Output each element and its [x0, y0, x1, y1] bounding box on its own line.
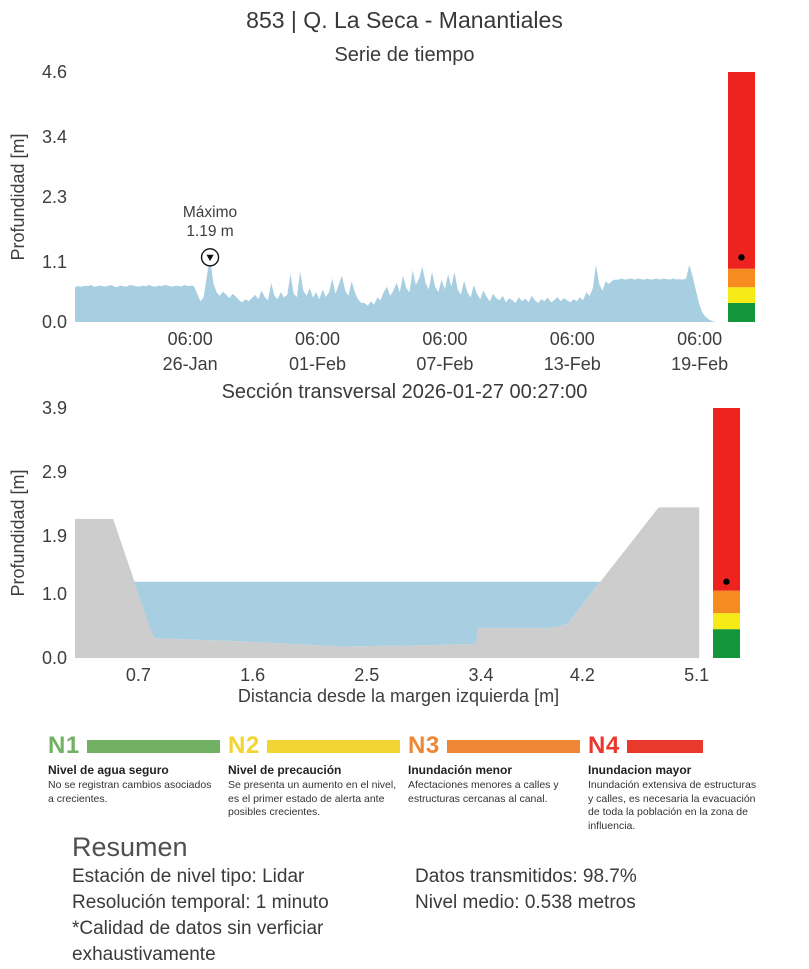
legend-item-n2: N2 Nivel de precaución Se presenta un aume… [228, 733, 400, 834]
time-series-title: Serie de tiempo [334, 44, 475, 66]
ts-xtick-label: 06:00 07-Feb [395, 327, 495, 377]
legend-item-n4: N4 Inundacion mayor Inundación extensiva d… [588, 733, 760, 834]
page-title: 853 | Q. La Seca - Manantiales [246, 7, 563, 33]
green-level-segment [728, 302, 755, 322]
cross-section-plot [75, 507, 700, 658]
ts-ytick-label: 2.3 [41, 187, 67, 207]
legend-color-bar [86, 739, 220, 753]
time-series-alert-bar [728, 72, 755, 322]
max-annotation: Máximo 1.19 m [183, 203, 237, 241]
legend-color-bar [266, 739, 400, 753]
legend-code: N4 [588, 732, 620, 759]
legend-title: Inundación menor [408, 763, 513, 777]
ts-xtick-label: 06:00 19-Feb [650, 327, 750, 377]
legend-code: N2 [228, 732, 260, 759]
legend-desc: Se presenta un aumento en el nivel, es e… [228, 779, 397, 819]
cs-ytick-label: 1.9 [41, 526, 67, 547]
ts-xtick-label: 06:00 01-Feb [268, 327, 368, 377]
cs-xtick-label: 2.5 [354, 665, 380, 685]
legend-color-bar [446, 739, 580, 753]
legend-code: N1 [48, 732, 80, 759]
time-series-area [75, 257, 715, 322]
summary-line: *Calidad de datos sin verficiar exhausti… [72, 918, 324, 965]
cs-ytick-label: 0.0 [41, 648, 67, 668]
yellow-level-segment [728, 287, 755, 303]
ts-xtick-date: 19-Feb [671, 354, 729, 374]
summary-heading: Resumen [72, 832, 188, 862]
ts-xtick-date: 01-Feb [289, 354, 347, 374]
summary-left-column: Estación de nivel tipo: Lidar Resolución … [72, 864, 382, 968]
cs-xtick-label: 0.7 [125, 665, 151, 685]
ts-xtick-label: 06:00 13-Feb [522, 327, 622, 377]
cross-section-terrain [75, 507, 700, 658]
red-level-segment [713, 408, 740, 591]
legend-head: N2 [228, 733, 400, 759]
max-annotation-value: 1.19 m [186, 223, 234, 240]
legend-title: Nivel de precaución [228, 763, 342, 777]
legend-title: Inundacion mayor [588, 763, 692, 777]
legend-desc: Inundación extensiva de estructuras y ca… [588, 779, 757, 832]
max-marker-triangle-icon [206, 254, 214, 262]
legend-head: N4 [588, 733, 760, 759]
ts-xtick-time: 06:00 [549, 329, 595, 349]
ts-ytick-label: 3.4 [41, 127, 67, 148]
ts-xtick-time: 06:00 [167, 329, 213, 349]
legend-color-bar [626, 739, 703, 753]
ts-xtick-date: 07-Feb [416, 354, 474, 374]
cross-section-water [134, 581, 601, 647]
legend-desc: Afectaciones menores a calles y estructu… [408, 779, 559, 805]
red-level-segment [728, 72, 755, 269]
cs-ytick-label: 1.0 [41, 583, 67, 604]
summary-line: Resolución temporal: 1 minuto [72, 892, 329, 913]
legend-item-n3: N3 Inundación menor Afectaciones menores a… [408, 733, 580, 834]
ts-xtick-time: 06:00 [295, 329, 341, 349]
ts-xtick-date: 13-Feb [543, 354, 601, 374]
cs-xtick-label: 1.6 [240, 665, 266, 685]
legend-desc: No se registran cambios asociados a crec… [48, 779, 212, 805]
current-level-dot [723, 578, 730, 585]
current-level-dot [738, 254, 745, 261]
orange-level-segment [728, 268, 755, 288]
alert-legend: N1 Nivel de agua seguro No se registran ca… [48, 733, 768, 834]
yellow-level-segment [713, 613, 740, 630]
time-series-plot [75, 248, 715, 322]
ts-xtick-date: 26-Jan [162, 354, 218, 374]
cs-ytick-label: 2.9 [41, 462, 67, 483]
legend-head: N1 [48, 733, 220, 759]
ts-ytick-label: 1.1 [41, 252, 67, 273]
ts-xtick-time: 06:00 [422, 329, 468, 349]
ts-ytick-label: 0.0 [41, 312, 67, 332]
ts-ytick-label: 4.6 [41, 62, 67, 82]
legend-item-n1: N1 Nivel de agua seguro No se registran ca… [48, 733, 220, 834]
cross-section-alert-bar [713, 408, 740, 658]
cs-ytick-label: 3.9 [41, 398, 67, 418]
cross-section-title: Sección transversal 2026-01-27 00:27:00 [221, 381, 588, 403]
legend-code: N3 [408, 732, 440, 759]
cross-section-xlabel: Distancia desde la margen izquierda [m] [237, 686, 560, 706]
ts-xtick-time: 06:00 [677, 329, 723, 349]
orange-level-segment [713, 590, 740, 614]
summary-line: Datos transmitidos: 98.7% [415, 866, 637, 887]
green-level-segment [713, 629, 740, 658]
summary-line: Nivel medio: 0.538 metros [415, 892, 636, 913]
cs-xtick-label: 5.1 [684, 665, 710, 685]
legend-head: N3 [408, 733, 580, 759]
summary-line: Estación de nivel tipo: Lidar [72, 866, 305, 887]
cs-xtick-label: 4.2 [569, 665, 595, 685]
legend-title: Nivel de agua seguro [48, 763, 169, 777]
cs-xtick-label: 3.4 [468, 665, 494, 685]
summary-right-column: Datos transmitidos: 98.7% Nivel medio: 0.… [415, 864, 755, 916]
max-annotation-label: Máximo [182, 204, 238, 221]
ts-xtick-label: 06:00 26-Jan [140, 327, 240, 377]
